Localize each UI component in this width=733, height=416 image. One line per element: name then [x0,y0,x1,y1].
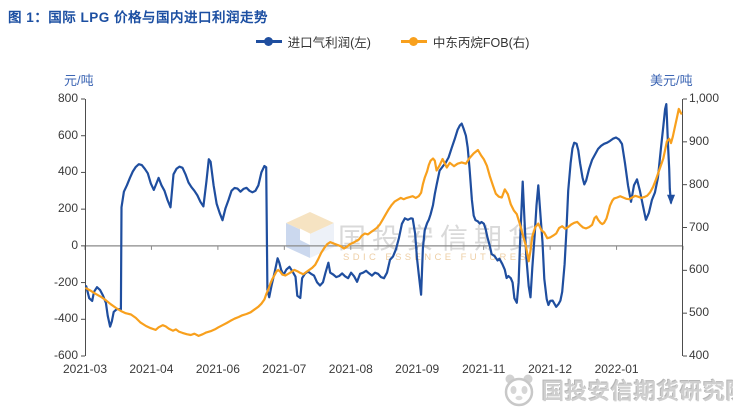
y-axis-left-unit: 元/吨 [64,73,94,88]
legend-label-fob-propane: 中东丙烷FOB(右) [432,35,530,50]
legend-item-fob-propane: 中东丙烷FOB(右) [400,32,530,51]
legend-label-import-profit: 进口气利润(左) [287,35,371,50]
x-axis-tick-label: 2021-07 [262,362,307,376]
watermark-cube-logo-icon [286,212,334,258]
y-axis-right-tick-label: 600 [689,262,710,277]
y-axis-left-tick-label: -400 [53,311,78,326]
watermark-text: 国投安信期货 [338,223,543,254]
y-axis-left-tick-label: 0 [71,237,78,252]
y-axis-right-tick-label: 500 [689,305,710,320]
y-axis-left-tick-label: 800 [57,91,78,105]
series-line [85,107,683,337]
brand-text: 国投安信期货研究院 [542,379,733,404]
x-axis-tick-label: 2021-12 [528,362,573,376]
x-axis-tick-label: 2022-01 [594,362,639,376]
brand-footer: 国投安信期货研究院 [502,372,733,408]
legend-marker-dot-icon [408,36,418,46]
x-axis-tick-label: 2021-03 [62,362,108,376]
y-axis-right-tick-label: 400 [689,348,710,362]
legend-item-import-profit: 进口气利润(左) [255,32,371,51]
x-axis-tick-label: 2021-09 [395,362,440,376]
panda-logo-icon [504,374,534,407]
x-axis-tick-label: 2021-08 [328,362,373,376]
y-axis-right-tick-label: 700 [689,219,710,234]
series-end-arrow-icon [667,194,676,205]
plot-area [81,98,687,357]
y-axis-left-tick-label: -200 [53,274,78,289]
y-axis-left-tick-label: -600 [53,348,78,362]
y-axis-left-tick-label: 600 [57,127,78,142]
x-axis-tick-label: 2021-11 [462,362,506,376]
y-axis-left-tick-label: 200 [57,201,78,216]
y-axis-right-tick-label: 1,000 [689,91,720,105]
y-axis-left-tick-label: 400 [57,164,78,179]
legend-marker-orange-line-dot-icon [400,36,427,46]
series-line [85,102,673,328]
legend-marker-blue-line-dot-icon [255,36,282,46]
x-axis-tick-label: 2021-06 [195,362,240,376]
x-axis-tick-label: 2021-04 [129,362,174,376]
watermark-subtext: SDIC ESSENCE FUTURES [343,252,530,263]
y-axis-right-tick-label: 800 [689,176,710,191]
legend-marker-dot-icon [263,36,273,46]
y-axis-right-unit: 美元/吨 [650,73,693,88]
y-axis-right-tick-label: 900 [689,133,710,148]
legend: 进口气利润(左) 中东丙烷FOB(右) [26,31,733,51]
chart-title: 图 1：国际 LPG 价格与国内进口利润走势 [8,10,269,25]
